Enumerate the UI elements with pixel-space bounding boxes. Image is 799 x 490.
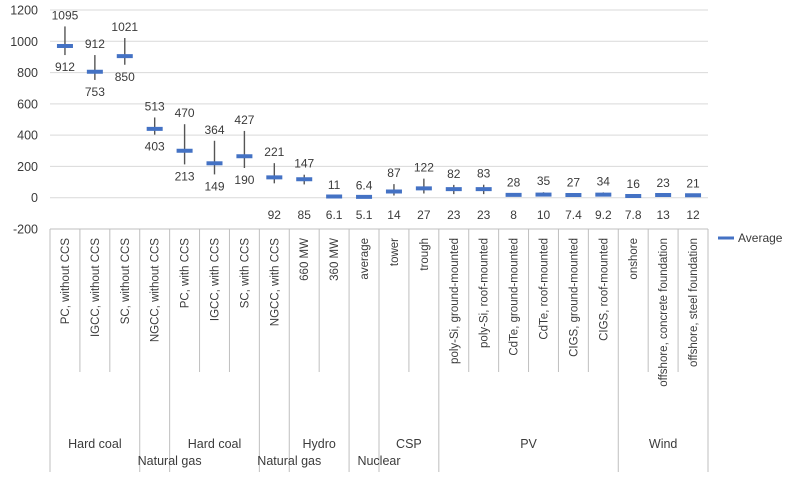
- min-value-label: 7.4: [565, 208, 582, 222]
- max-value-label: 82: [447, 167, 461, 181]
- max-value-label: 16: [627, 177, 641, 191]
- y-tick-label: 1200: [10, 4, 38, 18]
- max-value-label: 21: [686, 176, 700, 190]
- min-value-label: 10: [537, 208, 551, 222]
- min-value-label: 23: [447, 208, 461, 222]
- max-value-label: 470: [175, 106, 195, 120]
- max-value-label: 28: [507, 175, 521, 189]
- category-label: PC, without CCS: [60, 238, 72, 325]
- group-label: Natural gas: [138, 454, 202, 468]
- min-value-label: 13: [656, 208, 670, 222]
- category-label: poly-Si, roof-mounted: [479, 238, 491, 348]
- category-label: 360 MW: [329, 238, 341, 281]
- group-label: Wind: [649, 437, 678, 451]
- min-value-label: 14: [387, 208, 401, 222]
- max-value-label: 11: [328, 178, 341, 192]
- max-value-label: 35: [537, 174, 551, 188]
- max-value-label: 87: [387, 166, 401, 180]
- y-tick-label: 200: [17, 160, 38, 174]
- max-value-label: 23: [656, 176, 670, 190]
- y-tick-label: 400: [17, 129, 38, 143]
- min-value-label: 7.8: [625, 208, 642, 222]
- max-value-label: 221: [264, 145, 284, 159]
- max-value-label: 912: [85, 37, 105, 51]
- min-value-label: 190: [234, 173, 254, 187]
- min-value-label: 8: [510, 208, 517, 222]
- min-value-label: 403: [145, 140, 165, 154]
- y-tick-label: 600: [17, 97, 38, 111]
- min-value-label: 12: [686, 208, 700, 222]
- max-value-label: 1095: [52, 8, 79, 22]
- group-label: PV: [520, 437, 537, 451]
- group-label: CSP: [396, 437, 422, 451]
- category-label: CIGS, ground-mounted: [568, 238, 580, 357]
- group-label: Hard coal: [68, 437, 122, 451]
- min-value-label: 23: [477, 208, 491, 222]
- group-label: Hard coal: [188, 437, 242, 451]
- category-label: NGCC, with CCS: [269, 238, 281, 327]
- category-label: trough: [419, 238, 431, 271]
- min-value-label: 5.1: [356, 208, 373, 222]
- group-label: Hydro: [303, 437, 336, 451]
- max-value-label: 364: [204, 123, 224, 137]
- min-value-label: 92: [268, 208, 282, 222]
- min-value-label: 9.2: [595, 208, 612, 222]
- max-value-label: 147: [294, 157, 314, 171]
- max-value-label: 427: [234, 113, 254, 127]
- max-value-label: 83: [477, 167, 491, 181]
- y-tick-label: 800: [17, 66, 38, 80]
- min-value-label: 850: [115, 70, 135, 84]
- legend-average-label: Average: [738, 231, 783, 245]
- category-label: tower: [389, 238, 401, 266]
- max-value-label: 122: [414, 161, 434, 175]
- group-label: Nuclear: [357, 454, 400, 468]
- min-value-label: 149: [204, 179, 224, 193]
- category-label: average: [359, 238, 371, 280]
- category-label: PC, with CCS: [180, 238, 192, 309]
- max-value-label: 34: [597, 174, 611, 188]
- category-label: CdTe, roof-mounted: [539, 238, 551, 340]
- min-value-label: 85: [298, 208, 312, 222]
- max-value-label: 27: [567, 175, 581, 189]
- category-label: IGCC, without CCS: [90, 238, 102, 337]
- category-label: poly-Si, ground-mounted: [449, 238, 461, 364]
- max-value-label: 513: [145, 99, 165, 113]
- min-value-label: 213: [175, 169, 195, 183]
- min-value-label: 753: [85, 85, 105, 99]
- y-tick-label: 0: [31, 191, 38, 205]
- max-value-label: 6.4: [356, 179, 373, 193]
- category-label: SC, without CCS: [120, 238, 132, 325]
- y-tick-label: 1000: [10, 35, 38, 49]
- min-value-label: 27: [417, 208, 431, 222]
- max-value-label: 1021: [111, 20, 138, 34]
- category-label: CIGS, roof-mounted: [598, 238, 610, 341]
- category-label: offshore, concrete foundation: [658, 238, 670, 387]
- category-label: onshore: [628, 238, 640, 280]
- y-tick-label: -200: [13, 223, 38, 237]
- group-label: Natural gas: [257, 454, 321, 468]
- category-label: 660 MW: [299, 238, 311, 281]
- category-label: SC, with CCS: [239, 238, 251, 309]
- category-label: offshore, steel foundation: [688, 238, 700, 367]
- category-label: CdTe, ground-mounted: [509, 238, 521, 356]
- min-value-label: 6.1: [326, 208, 343, 222]
- min-value-label: 912: [55, 60, 75, 74]
- category-label: NGCC, without CCS: [150, 238, 162, 342]
- category-label: IGCC, with CCS: [210, 238, 222, 321]
